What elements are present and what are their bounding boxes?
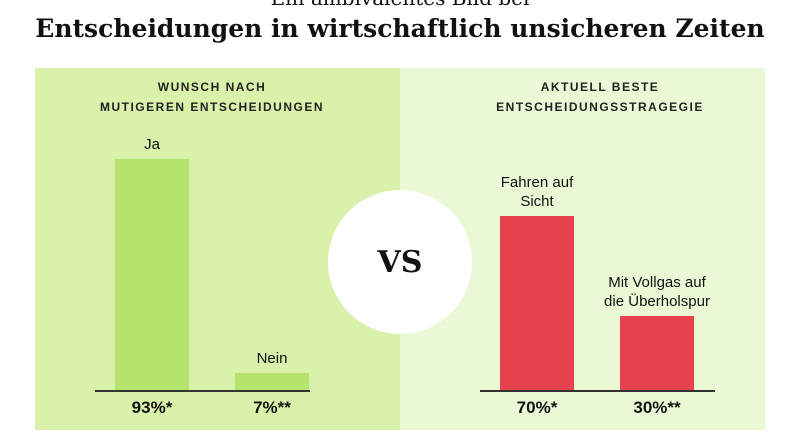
- value-label: 30%**: [633, 398, 681, 417]
- pre-title: Ein ambivalentes Bild bei: [0, 0, 800, 10]
- category-label: Ja: [144, 136, 160, 154]
- bar: [235, 372, 309, 390]
- category-label: Mit Vollgas auf die Überholspur: [604, 273, 710, 310]
- bar: [500, 216, 574, 390]
- value-label: 70%*: [516, 398, 558, 417]
- category-label: Nein: [256, 349, 288, 367]
- bar: [620, 315, 694, 390]
- chart-title: MUTIGEREN ENTSCHEIDUNGEN: [99, 100, 324, 114]
- category-label: Fahren auf Sicht: [500, 174, 574, 211]
- bar: [115, 159, 189, 390]
- baseline: [480, 390, 715, 392]
- value-label: 7%**: [253, 398, 291, 417]
- chart-title: AKTUELL BESTE: [540, 80, 660, 94]
- baseline: [95, 390, 310, 392]
- chart-title: WUNSCH NACH: [157, 80, 267, 94]
- title: Entscheidungen in wirtschaftlich unsiche…: [35, 14, 765, 43]
- value-label: 93%*: [131, 398, 173, 417]
- vs-badge: VS: [328, 190, 472, 334]
- chart-title: ENTSCHEIDUNGSSTRAGEGIE: [496, 100, 704, 114]
